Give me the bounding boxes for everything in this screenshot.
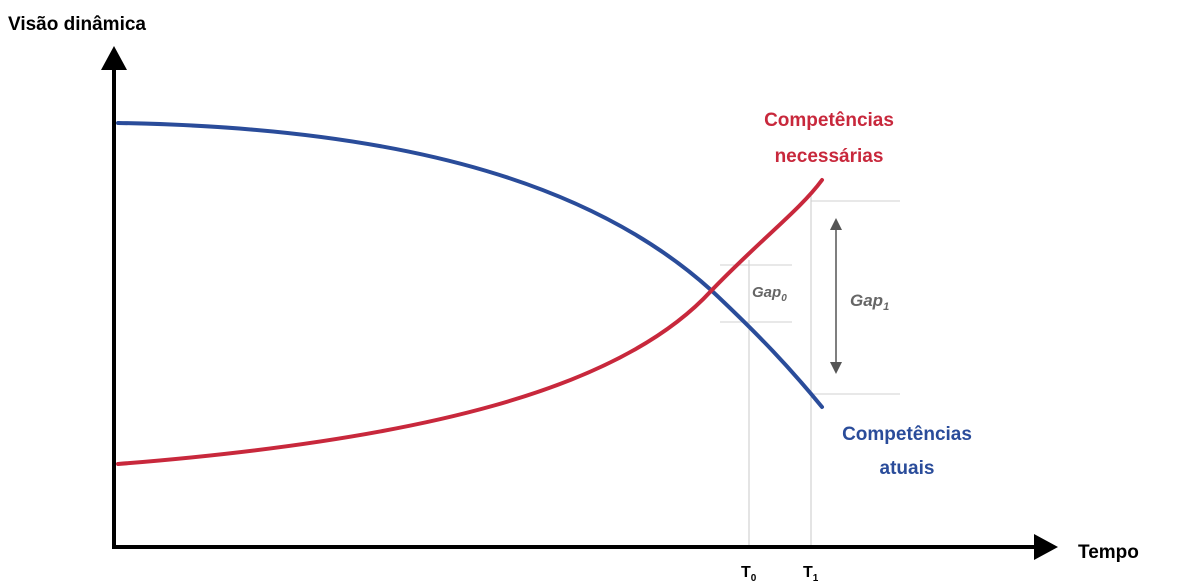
y-axis-arrowhead <box>101 46 127 70</box>
gap1-label: Gap1 <box>850 291 889 313</box>
t1-label: T1 <box>803 564 819 581</box>
current-label-line2: atuais <box>880 458 935 479</box>
y-axis-label: Visão dinâmica <box>8 14 146 35</box>
current-competencies-curve <box>116 121 824 409</box>
gap0-label: Gap0 <box>752 284 787 304</box>
current-label-line1: Competências <box>842 424 972 445</box>
required-label-line2: necessárias <box>775 146 884 167</box>
required-label-line1: Competências <box>764 110 894 131</box>
x-axis-label: Tempo <box>1078 542 1139 563</box>
x-axis-arrowhead <box>1034 534 1058 560</box>
t0-label: T0 <box>741 564 757 581</box>
required-competencies-curve <box>116 178 824 466</box>
